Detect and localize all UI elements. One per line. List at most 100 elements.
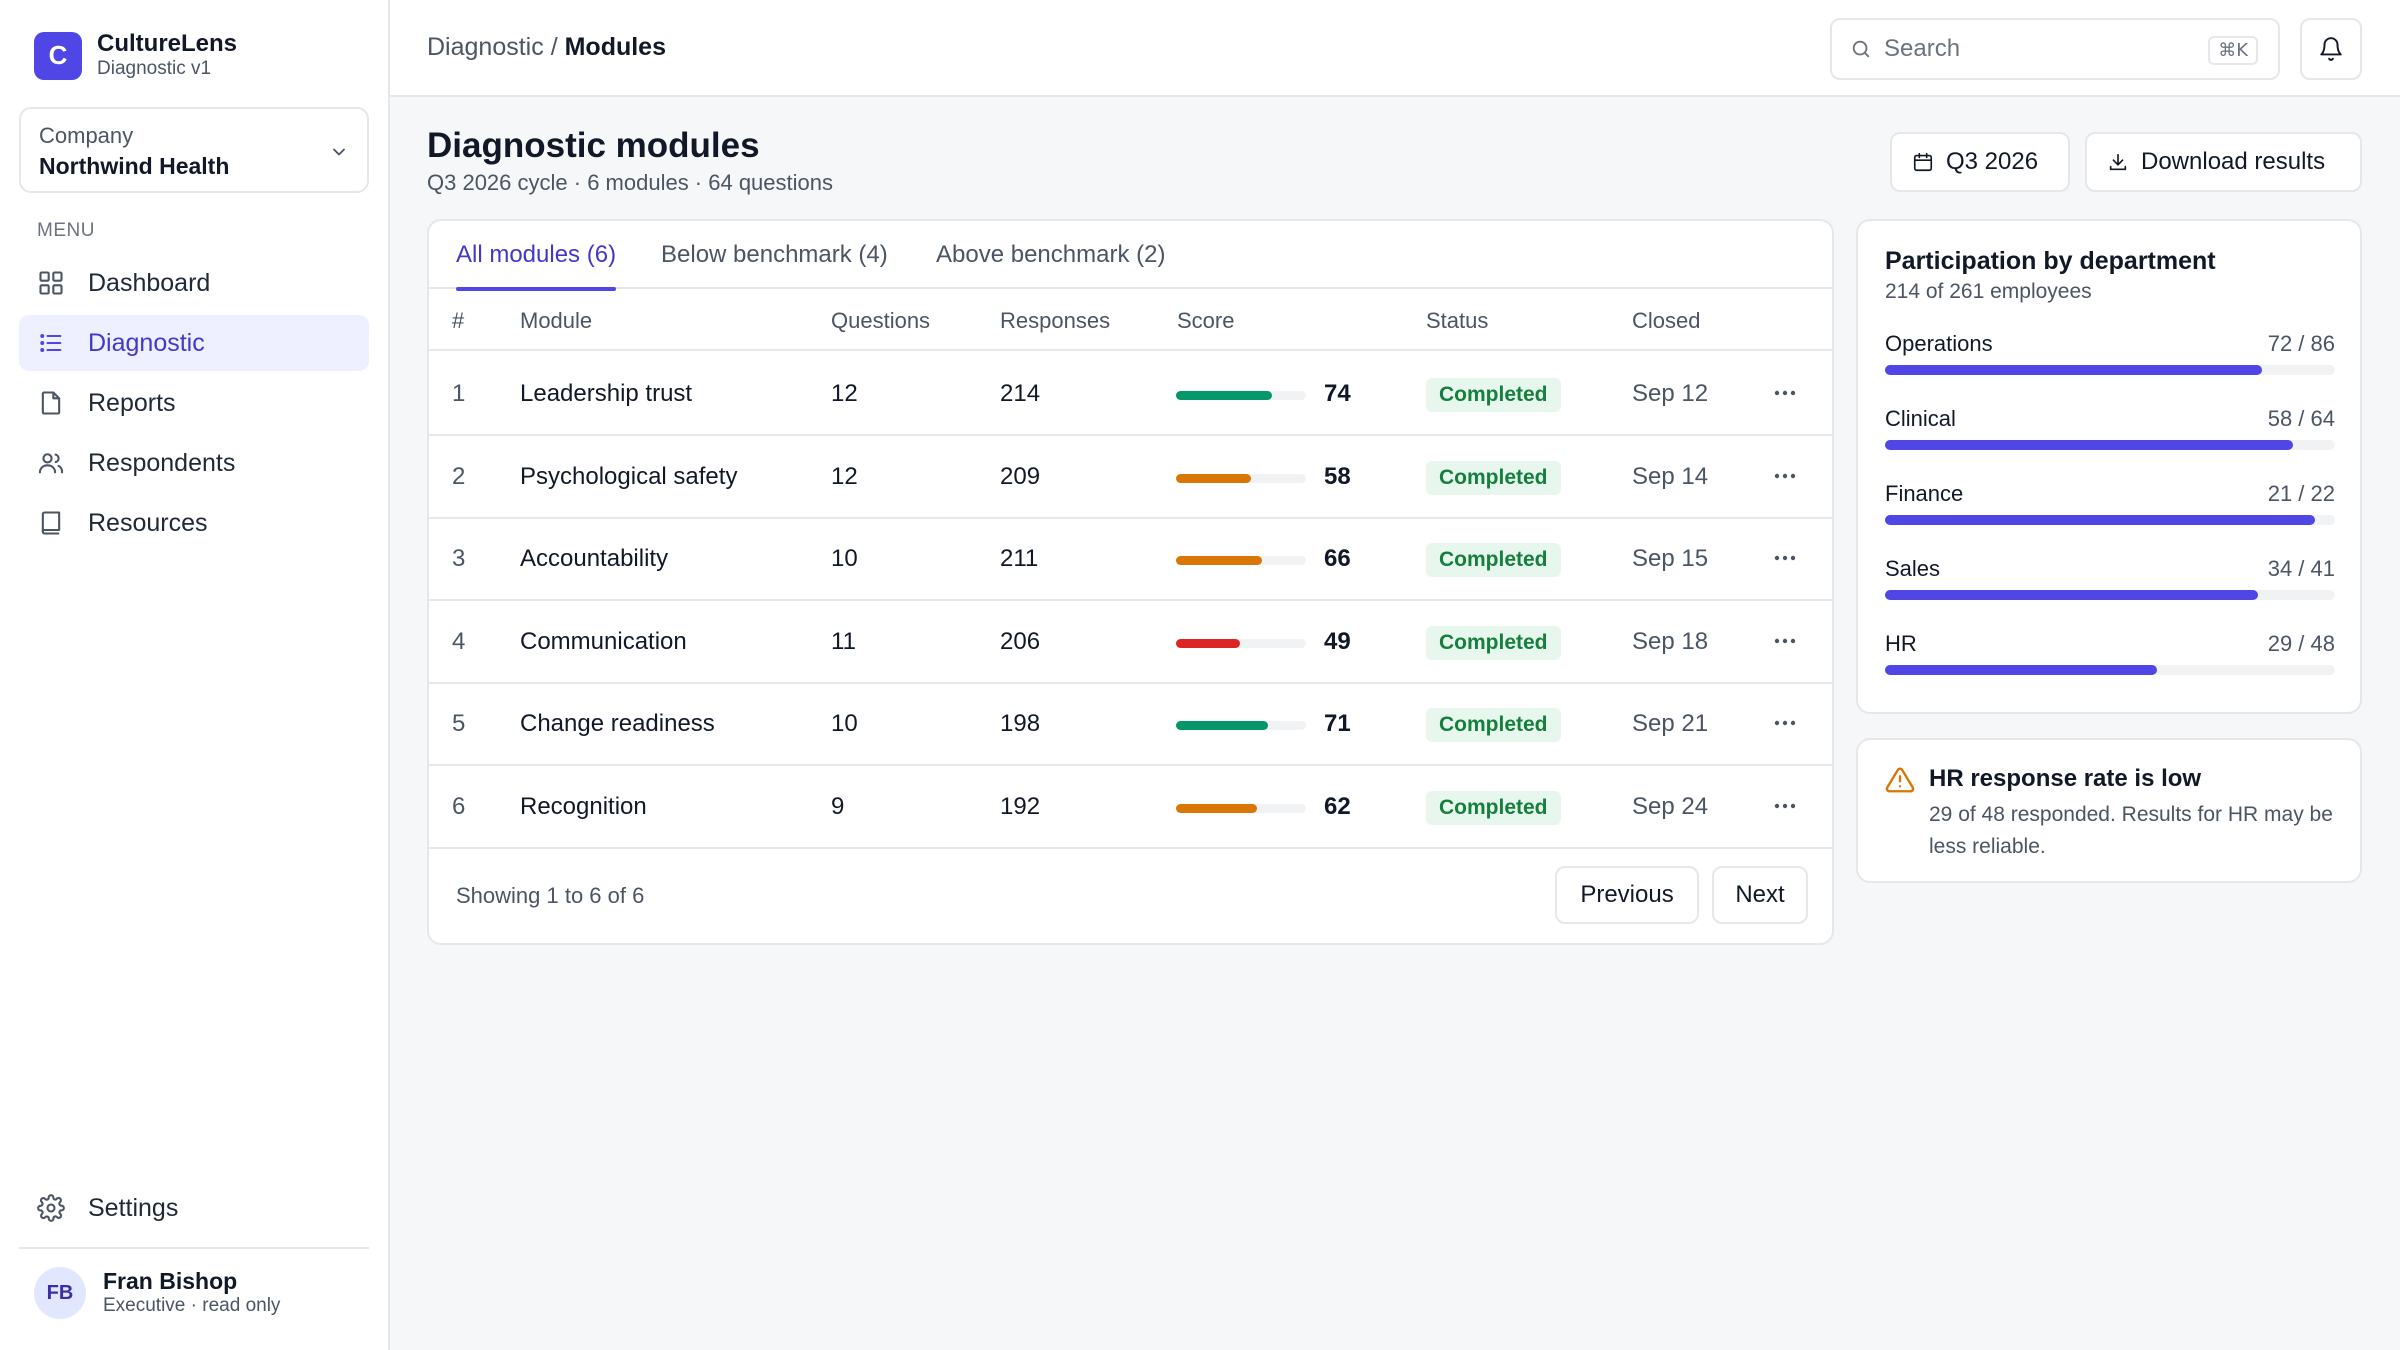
- file-icon: [37, 389, 65, 417]
- list-icon: [37, 329, 65, 357]
- module-name[interactable]: Communication: [520, 627, 687, 655]
- responses-count: 192: [1000, 793, 1041, 820]
- more-options-button[interactable]: [1770, 464, 1800, 488]
- participation-card: Participation by department 214 of 261 e…: [1856, 219, 2362, 714]
- score-bar: [1176, 473, 1306, 483]
- more-horizontal-icon: [1774, 390, 1796, 396]
- chevron-down-icon: [329, 142, 349, 162]
- row-index: 5: [452, 710, 466, 738]
- column-header-status[interactable]: Status: [1426, 308, 1489, 333]
- closed-date: Sep 24: [1632, 793, 1709, 820]
- tab-all-modules[interactable]: All modules (6): [456, 241, 617, 291]
- sidebar-item-dashboard[interactable]: Dashboard: [19, 255, 369, 311]
- more-horizontal-icon: [1774, 555, 1796, 561]
- participation-bar-fill: [1885, 590, 2259, 600]
- sidebar-item-diagnostic[interactable]: Diagnostic: [19, 315, 369, 371]
- module-name[interactable]: Psychological safety: [520, 462, 738, 490]
- column-header-responses[interactable]: Responses: [1000, 308, 1111, 333]
- questions-count: 9: [831, 793, 845, 820]
- breadcrumb-parent[interactable]: Diagnostic: [427, 33, 544, 61]
- sidebar-item-settings[interactable]: Settings: [19, 1180, 369, 1236]
- tabs: All modules (6) Below benchmark (4) Abov…: [429, 221, 1832, 291]
- department-name: Clinical: [1885, 406, 1956, 431]
- search-box[interactable]: ⌘K: [1830, 18, 2280, 80]
- alert-title: HR response rate is low: [1929, 765, 2202, 792]
- participation-bar: [1885, 590, 2335, 600]
- score-bar-fill: [1176, 473, 1252, 483]
- topbar: Diagnostic / Modules ⌘K: [390, 0, 2400, 97]
- score-bar: [1176, 804, 1306, 813]
- sidebar-item-label: Diagnostic: [88, 328, 205, 357]
- score-value: 58: [1324, 462, 1351, 490]
- page-subtitle: Q3 2026 cycle · 6 modules · 64 questions: [427, 170, 834, 195]
- score-bar: [1176, 556, 1306, 566]
- participation-bar: [1885, 665, 2335, 675]
- questions-count: 10: [831, 710, 858, 738]
- company-selector[interactable]: Company Northwind Health: [19, 107, 369, 193]
- table-row[interactable]: 1 Leadership trust 12 214 74 Completed Sep 12: [429, 353, 1832, 436]
- notifications-button[interactable]: [2300, 18, 2362, 80]
- module-name[interactable]: Leadership trust: [520, 380, 693, 407]
- module-name[interactable]: Change readiness: [520, 710, 715, 738]
- sidebar-item-respondents[interactable]: Respondents: [19, 435, 369, 491]
- score-value: 66: [1324, 545, 1351, 573]
- table-row[interactable]: 2 Psychological safety 12 209 58 Completed Sep…: [429, 436, 1832, 519]
- warning-icon: [1885, 765, 1915, 795]
- search-input[interactable]: [1884, 35, 2184, 63]
- download-results-button[interactable]: Download results: [2085, 132, 2362, 192]
- column-header-questions[interactable]: Questions: [831, 308, 931, 333]
- user-name: Fran Bishop: [103, 1267, 238, 1294]
- more-options-button[interactable]: [1770, 381, 1800, 405]
- department-row: Finance 21 / 22: [1885, 481, 2335, 541]
- questions-count: 10: [831, 545, 858, 573]
- table-row[interactable]: 3 Accountability 10 211 66 Completed Sep 15: [429, 518, 1832, 602]
- score-value: 49: [1324, 627, 1351, 655]
- book-icon: [37, 509, 65, 537]
- sidebar-item-label: Respondents: [88, 448, 236, 477]
- row-index: 3: [452, 545, 466, 573]
- sidebar-item-reports[interactable]: Reports: [19, 375, 369, 431]
- table-row[interactable]: 5 Change readiness 10 198 71 Completed Sep 21: [429, 683, 1832, 767]
- more-options-button[interactable]: [1770, 794, 1800, 818]
- participation-bar-fill: [1885, 515, 2315, 525]
- sidebar-item-resources[interactable]: Resources: [19, 495, 369, 551]
- user-profile[interactable]: FB Fran Bishop Executive · read only: [34, 1267, 280, 1319]
- module-name[interactable]: Recognition: [520, 793, 647, 820]
- alert-text: 29 of 48 responded. Results for HR may b…: [1929, 803, 2333, 858]
- hr-alert-card: HR response rate is low 29 of 48 respond…: [1856, 738, 2362, 883]
- department-row: Operations 72 / 86: [1885, 331, 2335, 391]
- users-icon: [37, 449, 65, 477]
- status-badge: Completed: [1426, 791, 1561, 825]
- table-header: # Module Questions Responses Score Statu…: [429, 289, 1832, 351]
- quarter-selector-button[interactable]: Q3 2026: [1890, 132, 2070, 192]
- breadcrumb: Diagnostic / Modules: [427, 33, 666, 62]
- bell-icon: [2318, 36, 2344, 62]
- score-bar-fill: [1176, 721, 1269, 731]
- participation-bar-fill: [1885, 440, 2293, 450]
- tab-below-benchmark[interactable]: Below benchmark (4): [661, 241, 888, 268]
- next-page-button[interactable]: Next: [1712, 866, 1808, 924]
- more-options-button[interactable]: [1770, 629, 1800, 653]
- sidebar-item-label: Settings: [88, 1193, 179, 1222]
- responses-count: 206: [1000, 627, 1041, 655]
- participation-bar-fill: [1885, 365, 2262, 375]
- tab-above-benchmark[interactable]: Above benchmark (2): [936, 241, 1166, 268]
- closed-date: Sep 21: [1632, 710, 1709, 738]
- questions-count: 12: [831, 462, 858, 490]
- company-value: Northwind Health: [39, 153, 230, 179]
- responses-count: 198: [1000, 710, 1041, 738]
- table-row[interactable]: 4 Communication 11 206 49 Completed Sep 18: [429, 601, 1832, 684]
- department-row: Sales 34 / 41: [1885, 556, 2335, 616]
- table-row[interactable]: 6 Recognition 9 192 62 Completed Sep 24: [429, 766, 1832, 849]
- module-name[interactable]: Accountability: [520, 545, 669, 573]
- column-header-closed[interactable]: Closed: [1632, 308, 1701, 333]
- download-icon: [2107, 151, 2129, 173]
- more-options-button[interactable]: [1770, 711, 1800, 735]
- column-header-score[interactable]: Score: [1177, 308, 1235, 333]
- sidebar-item-label: Dashboard: [88, 268, 211, 297]
- column-header-module[interactable]: Module: [520, 308, 593, 333]
- more-options-button[interactable]: [1770, 546, 1800, 570]
- previous-page-button[interactable]: Previous: [1555, 866, 1699, 924]
- sidebar-divider: [19, 1247, 369, 1249]
- more-horizontal-icon: [1774, 803, 1796, 809]
